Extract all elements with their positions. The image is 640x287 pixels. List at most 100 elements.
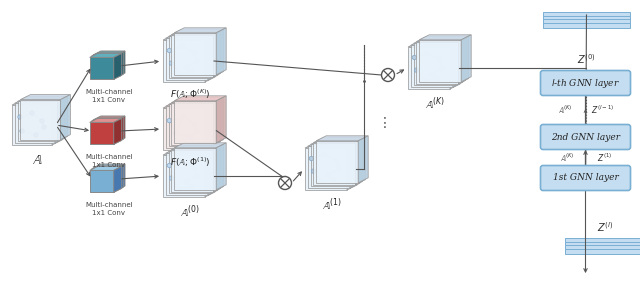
Circle shape <box>184 180 188 185</box>
Polygon shape <box>347 143 357 190</box>
Circle shape <box>184 65 188 69</box>
Polygon shape <box>115 117 124 143</box>
Polygon shape <box>117 164 125 190</box>
Polygon shape <box>205 103 215 150</box>
Polygon shape <box>213 98 223 145</box>
FancyBboxPatch shape <box>541 125 630 150</box>
Polygon shape <box>456 38 466 86</box>
Circle shape <box>422 78 427 83</box>
Polygon shape <box>166 153 208 195</box>
Polygon shape <box>92 169 115 191</box>
Polygon shape <box>308 141 360 146</box>
Polygon shape <box>92 121 115 143</box>
Polygon shape <box>211 99 221 146</box>
Text: $Z^{(1)}$: $Z^{(1)}$ <box>596 151 612 164</box>
Polygon shape <box>419 35 471 40</box>
Polygon shape <box>168 146 221 152</box>
Polygon shape <box>458 37 468 84</box>
Polygon shape <box>92 56 115 78</box>
Polygon shape <box>174 143 226 148</box>
Circle shape <box>178 71 182 76</box>
Polygon shape <box>163 150 215 155</box>
Polygon shape <box>355 137 365 185</box>
Text: Multi-channel
1x1 Conv: Multi-channel 1x1 Conv <box>85 89 133 103</box>
Polygon shape <box>216 28 226 75</box>
Polygon shape <box>93 120 117 142</box>
Polygon shape <box>172 145 223 150</box>
Polygon shape <box>411 40 463 45</box>
FancyBboxPatch shape <box>541 71 630 96</box>
Polygon shape <box>174 101 216 143</box>
Circle shape <box>188 135 193 139</box>
Circle shape <box>195 174 199 178</box>
Polygon shape <box>174 96 226 101</box>
Polygon shape <box>92 52 124 56</box>
Polygon shape <box>93 168 117 190</box>
Polygon shape <box>114 166 122 192</box>
Polygon shape <box>205 35 215 82</box>
Polygon shape <box>90 170 114 192</box>
Polygon shape <box>213 30 223 77</box>
Polygon shape <box>316 141 358 183</box>
Bar <box>543 15 630 21</box>
Polygon shape <box>461 35 471 82</box>
Polygon shape <box>172 102 213 145</box>
Text: 1st GNN layer: 1st GNN layer <box>552 174 618 183</box>
Circle shape <box>334 158 339 163</box>
Circle shape <box>182 114 186 119</box>
Circle shape <box>195 129 199 133</box>
Polygon shape <box>163 103 215 108</box>
Circle shape <box>412 55 417 60</box>
Circle shape <box>192 123 196 127</box>
Polygon shape <box>166 101 218 106</box>
Polygon shape <box>163 155 205 197</box>
Polygon shape <box>208 33 218 80</box>
Polygon shape <box>12 105 52 145</box>
Circle shape <box>34 133 38 137</box>
Polygon shape <box>114 53 122 79</box>
Polygon shape <box>166 106 208 148</box>
Circle shape <box>332 177 337 182</box>
Polygon shape <box>166 33 218 38</box>
Polygon shape <box>450 42 460 89</box>
Circle shape <box>440 66 444 70</box>
Polygon shape <box>172 30 223 35</box>
Polygon shape <box>213 145 223 192</box>
Polygon shape <box>90 119 122 122</box>
Circle shape <box>18 115 22 119</box>
Polygon shape <box>417 37 468 42</box>
Polygon shape <box>163 108 205 150</box>
Polygon shape <box>168 99 221 104</box>
Text: $Z^{(l-1)}$: $Z^{(l-1)}$ <box>591 104 614 116</box>
Polygon shape <box>18 101 58 141</box>
Circle shape <box>20 129 24 133</box>
Circle shape <box>167 163 172 168</box>
Polygon shape <box>168 31 221 36</box>
Circle shape <box>322 152 326 156</box>
Polygon shape <box>305 143 357 148</box>
Circle shape <box>167 119 172 123</box>
Polygon shape <box>90 57 114 79</box>
Circle shape <box>326 173 330 177</box>
Polygon shape <box>18 96 68 101</box>
Circle shape <box>319 179 324 184</box>
Polygon shape <box>408 47 450 89</box>
Polygon shape <box>166 148 218 153</box>
Circle shape <box>435 76 440 81</box>
Polygon shape <box>163 40 205 82</box>
Polygon shape <box>15 103 55 143</box>
Polygon shape <box>453 40 463 87</box>
Polygon shape <box>211 146 221 193</box>
Polygon shape <box>163 35 215 40</box>
Polygon shape <box>216 143 226 190</box>
Polygon shape <box>314 143 355 185</box>
Bar <box>565 249 640 254</box>
Circle shape <box>40 119 44 123</box>
Text: $\mathbb{A}$: $\mathbb{A}$ <box>32 153 42 167</box>
Polygon shape <box>93 55 117 77</box>
Polygon shape <box>20 95 70 100</box>
Circle shape <box>42 125 46 129</box>
Polygon shape <box>115 52 124 78</box>
Polygon shape <box>92 165 124 169</box>
Bar <box>543 22 630 28</box>
